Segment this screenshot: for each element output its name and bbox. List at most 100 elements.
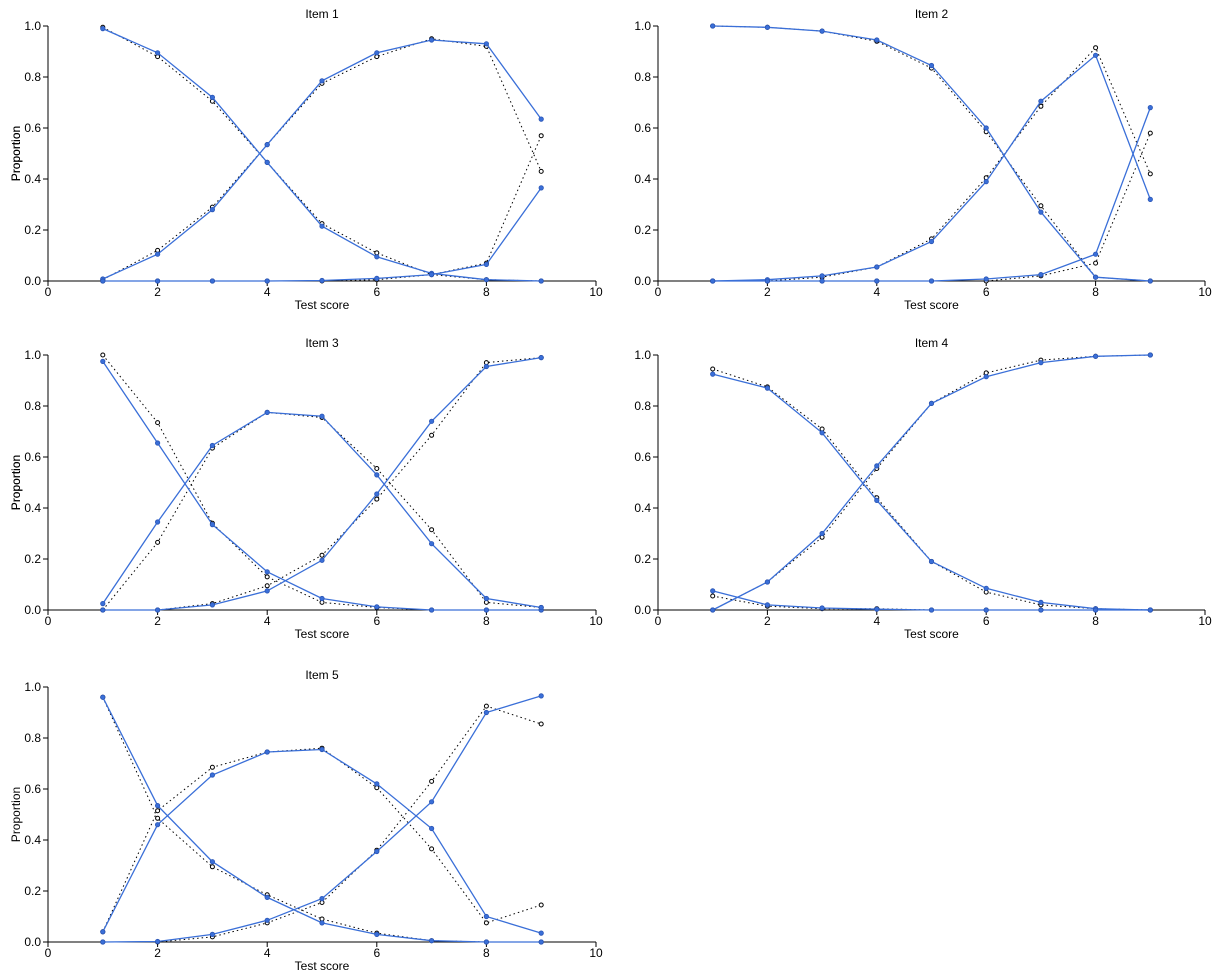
y-tick-label: 0.6 [634,450,651,464]
observed-data-point [264,574,270,580]
fitted-data-point [483,277,489,283]
fitted-data-point [1038,98,1044,104]
panel-title: Item 5 [305,668,339,682]
fitted-data-point [1093,52,1099,58]
y-tick-label: 0.2 [24,552,41,566]
fitted-series-line [102,28,542,282]
fitted-series-line [102,695,542,943]
fitted-data-point [155,251,161,257]
panel-title: Item 2 [915,7,949,21]
fitted-data-point [538,930,544,936]
fitted-data-point [1038,599,1044,606]
fitted-data-point [264,894,270,901]
x-tick-label: 2 [154,614,161,628]
x-tick-label: 0 [45,285,52,299]
fitted-data-point [874,497,880,503]
fitted-data-point [374,275,380,281]
fitted-data-point [100,600,106,607]
fitted-data-point [983,125,989,131]
y-tick-label: 0.4 [24,833,41,847]
fitted-data-point [928,400,935,406]
fitted-data-point [538,185,544,191]
fitted-data-point [538,604,544,611]
fitted-series-line [102,696,542,943]
fitted-data-point [319,920,325,926]
fitted-data-point [428,607,435,613]
x-axis-label: Test score [295,627,350,641]
fitted-data-point [928,278,935,284]
fitted-data-point [983,585,989,591]
fitted-data-point [155,519,161,525]
y-tick-label: 1.0 [24,680,41,694]
fitted-data-point [1093,607,1099,613]
fitted-data-point [1147,352,1153,358]
y-axis-label: Proportion [9,126,23,181]
observed-data-point [1093,45,1099,51]
observed-data-point [538,168,544,174]
fitted-data-point [319,895,325,902]
fitted-data-point [264,917,270,923]
chart-panel-3: Item 3 0 2 4 6 8 10 0.0 0.2 0.4 0.6 0.8 1.0 Test scor… [9,336,603,641]
fitted-data-point [209,278,215,284]
fitted-data-point [209,521,215,528]
fitted-data-point [374,491,380,497]
observed-series-line [102,26,542,282]
observed-data-point [1147,130,1153,136]
fitted-data-point [264,569,270,575]
fitted-series-line [102,361,542,611]
fitted-data-point [764,579,771,585]
observed-data-point [483,703,489,709]
observed-series-line [712,354,1151,611]
observed-series-line [102,354,542,611]
y-tick-label: 0.0 [24,274,41,288]
fitted-series-line [712,373,1151,611]
chart-panel-5: Item 5 0 2 4 6 8 10 0.0 0.2 0.4 0.6 0.8 1.0 Test scor… [9,668,603,971]
x-tick-label: 4 [264,614,271,628]
fitted-data-point [100,929,106,935]
panel-title: Item 3 [305,336,339,350]
fitted-data-point [874,278,880,284]
fitted-data-point [264,409,270,415]
x-tick-label: 0 [45,946,52,960]
observed-data-point [710,593,716,599]
x-tick-label: 4 [873,285,880,299]
fitted-data-point [1147,607,1153,613]
fitted-data-point [483,607,489,613]
y-tick-label: 1.0 [24,19,41,33]
fitted-data-point [874,264,880,270]
x-tick-label: 4 [873,614,880,628]
x-tick-label: 6 [373,946,380,960]
fitted-data-point [983,276,989,282]
fitted-data-point [1038,271,1044,278]
y-tick-label: 0.6 [634,121,651,135]
fitted-data-point [710,607,716,613]
fitted-data-point [100,278,106,284]
x-tick-label: 10 [1198,614,1212,628]
x-tick-label: 2 [764,285,771,299]
observed-data-point [374,466,380,471]
x-tick-label: 2 [154,285,161,299]
x-axis-label: Test score [904,298,959,312]
x-axis-label: Test score [295,298,350,312]
fitted-data-point [538,354,544,361]
fitted-data-point [1147,105,1153,111]
x-tick-label: 8 [1092,614,1099,628]
fitted-data-point [819,605,825,611]
observed-data-point [483,920,489,926]
x-tick-label: 8 [483,285,490,299]
fitted-data-point [1038,359,1044,366]
fitted-data-point [874,37,880,43]
x-tick-label: 4 [264,946,271,960]
observed-data-point [710,366,716,372]
fitted-data-point [1038,209,1044,215]
fitted-data-point [710,278,716,284]
fitted-data-point [874,606,880,612]
observed-data-point [538,902,544,908]
fitted-data-point [209,442,215,449]
fitted-data-point [1038,607,1044,613]
fitted-data-point [764,602,771,608]
fitted-data-point [710,371,716,377]
fitted-data-point [100,358,106,364]
x-tick-label: 10 [1198,285,1212,299]
